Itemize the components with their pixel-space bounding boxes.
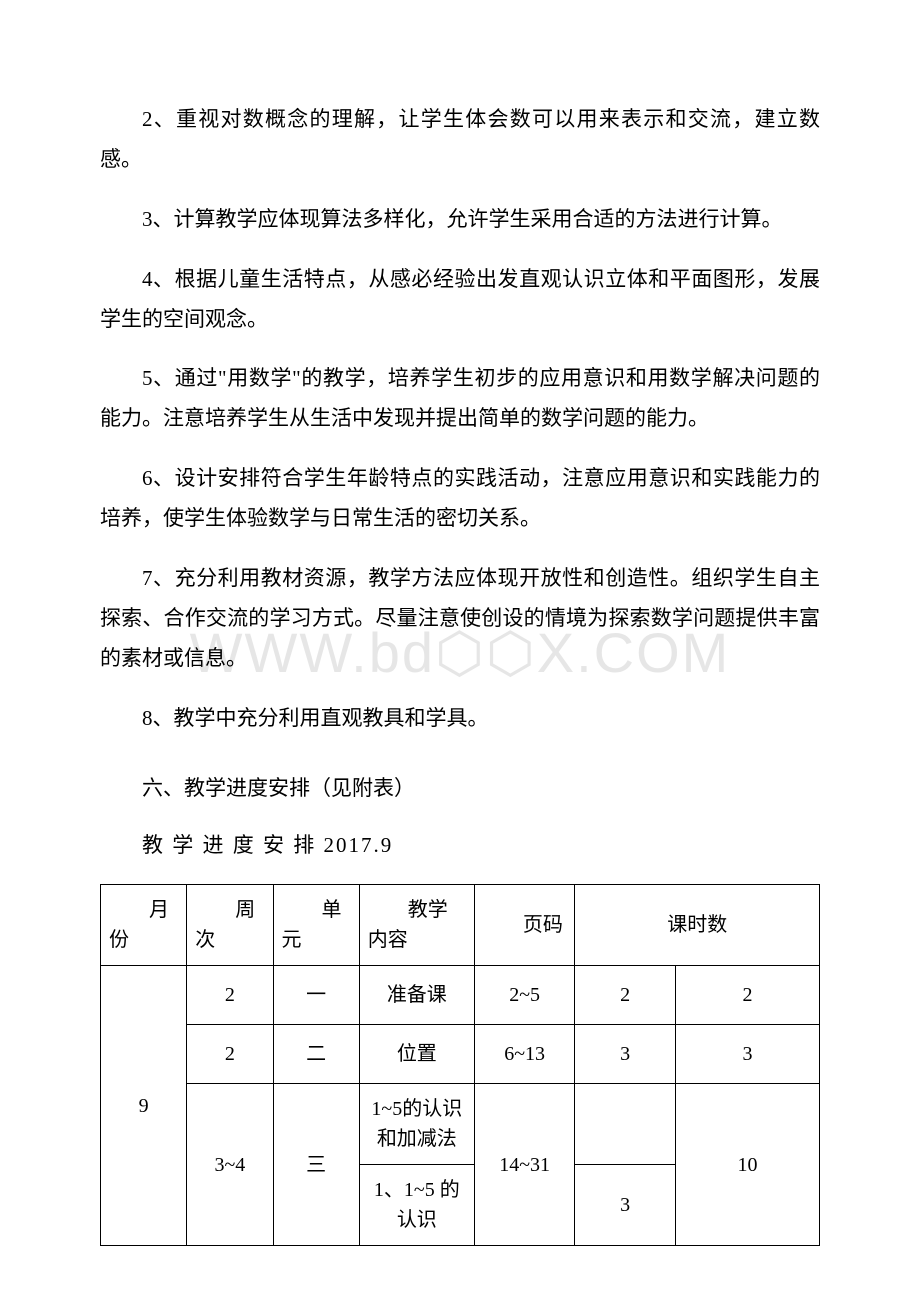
- header-unit: 单元: [273, 885, 359, 966]
- header-hours: 课时数: [575, 885, 820, 966]
- table-row: 3~4 三 1~5的认识和加减法 14~31 10: [101, 1084, 820, 1165]
- cell-content: 1~5的认识和加减法: [359, 1084, 474, 1165]
- cell-hours1: 3: [575, 1025, 675, 1084]
- table-row: 2 二 位置 6~13 3 3: [101, 1025, 820, 1084]
- header-page: 页码: [474, 885, 575, 966]
- paragraph-8: 8、教学中充分利用直观教具和学具。: [100, 699, 820, 739]
- document-content: 2、重视对数概念的理解，让学生体会数可以用来表示和交流，建立数感。 3、计算教学…: [100, 100, 820, 1246]
- cell-hours1: 2: [575, 966, 675, 1025]
- cell-unit: 一: [273, 966, 359, 1025]
- cell-page: 2~5: [474, 966, 575, 1025]
- paragraph-5: 5、通过"用数学"的教学，培养学生初步的应用意识和用数学解决问题的能力。注意培养…: [100, 359, 820, 439]
- header-month: 月份: [101, 885, 187, 966]
- table-header-row: 月份 周次 单元 教学内容 页码 课时数: [101, 885, 820, 966]
- schedule-title: 教 学 进 度 安 排 2017.9: [100, 826, 820, 866]
- schedule-table: 月份 周次 单元 教学内容 页码 课时数 9 2 一 准备课 2~5 2 2: [100, 884, 820, 1246]
- cell-week: 3~4: [187, 1084, 273, 1246]
- cell-hours1: [575, 1084, 675, 1165]
- cell-content: 位置: [359, 1025, 474, 1084]
- cell-unit: 二: [273, 1025, 359, 1084]
- paragraph-4: 4、根据儿童生活特点，从感必经验出发直观认识立体和平面图形，发展学生的空间观念。: [100, 260, 820, 340]
- cell-hours-total: 10: [675, 1084, 819, 1246]
- paragraph-7: 7、充分利用教材资源，教学方法应体现开放性和创造性。组织学生自主探索、合作交流的…: [100, 559, 820, 679]
- table-row: 9 2 一 准备课 2~5 2 2: [101, 966, 820, 1025]
- header-content: 教学内容: [359, 885, 474, 966]
- cell-hours2: 3: [575, 1165, 675, 1246]
- cell-week: 2: [187, 1025, 273, 1084]
- cell-hours2: 2: [675, 966, 819, 1025]
- cell-content: 准备课: [359, 966, 474, 1025]
- cell-page: 6~13: [474, 1025, 575, 1084]
- header-week: 周次: [187, 885, 273, 966]
- section-title: 六、教学进度安排（见附表）: [100, 769, 820, 809]
- cell-hours2: 3: [675, 1025, 819, 1084]
- paragraph-2: 2、重视对数概念的理解，让学生体会数可以用来表示和交流，建立数感。: [100, 100, 820, 180]
- paragraph-3: 3、计算教学应体现算法多样化，允许学生采用合适的方法进行计算。: [100, 200, 820, 240]
- cell-month: 9: [101, 966, 187, 1246]
- paragraph-6: 6、设计安排符合学生年龄特点的实践活动，注意应用意识和实践能力的培养，使学生体验…: [100, 459, 820, 539]
- cell-week: 2: [187, 966, 273, 1025]
- cell-content: 1、1~5 的认识: [359, 1165, 474, 1246]
- cell-page: 14~31: [474, 1084, 575, 1246]
- cell-unit: 三: [273, 1084, 359, 1246]
